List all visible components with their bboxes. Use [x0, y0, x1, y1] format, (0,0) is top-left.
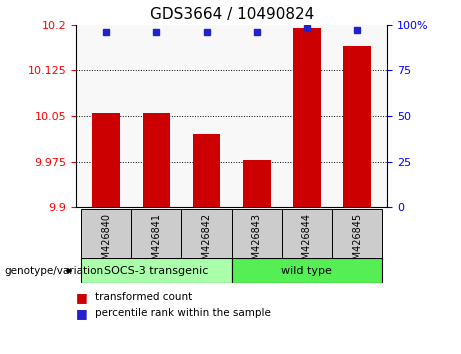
Bar [243, 160, 271, 207]
Bar [131, 209, 182, 258]
Text: ■: ■ [76, 291, 92, 304]
Bar [92, 113, 120, 207]
Text: GSM426845: GSM426845 [352, 213, 362, 272]
Title: GDS3664 / 10490824: GDS3664 / 10490824 [149, 7, 314, 22]
Bar [282, 209, 332, 258]
Text: GSM426842: GSM426842 [201, 213, 212, 272]
Bar [142, 113, 170, 207]
Text: percentile rank within the sample: percentile rank within the sample [95, 308, 271, 318]
Text: GSM426844: GSM426844 [302, 213, 312, 272]
Text: GSM426843: GSM426843 [252, 213, 262, 272]
Text: ■: ■ [76, 307, 92, 320]
Text: SOCS-3 transgenic: SOCS-3 transgenic [104, 266, 208, 276]
Bar [293, 28, 321, 207]
Bar [332, 209, 382, 258]
Bar [81, 209, 131, 258]
Bar [231, 209, 282, 258]
Bar [193, 134, 220, 207]
Text: GSM426840: GSM426840 [101, 213, 111, 272]
Bar [231, 258, 382, 283]
Text: GSM426841: GSM426841 [151, 213, 161, 272]
Bar [343, 46, 371, 207]
Bar [182, 209, 231, 258]
Bar [81, 258, 232, 283]
Text: transformed count: transformed count [95, 292, 192, 302]
Text: wild type: wild type [282, 266, 332, 276]
Text: genotype/variation: genotype/variation [5, 266, 104, 276]
